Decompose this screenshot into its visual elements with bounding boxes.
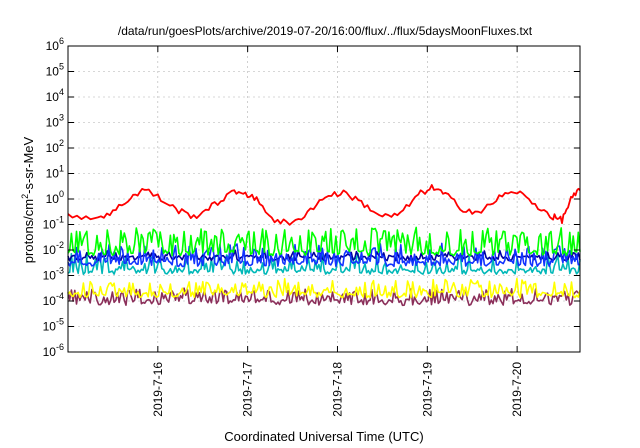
y-tick-label: 105: [46, 62, 64, 79]
y-tick-label: 103: [46, 113, 64, 130]
plot-lines: [67, 184, 581, 307]
y-axis-label-part1: protons/cm: [21, 199, 36, 263]
series-line: [67, 184, 581, 226]
y-tick-label: 10-4: [43, 291, 64, 308]
chart-title: /data/run/goesPlots/archive/2019-07-20/1…: [118, 24, 533, 38]
x-axis-ticks: 2019-7-16 2019-7-17 2019-7-18 2019-7-19 2019…: [151, 46, 524, 417]
y-axis-label-sup: 2: [20, 194, 30, 199]
y-tick-label: 10-2: [43, 240, 64, 257]
y-axis-label-part2: -s-sr-MeV: [21, 136, 36, 193]
y-tick-label: 10-5: [43, 317, 64, 334]
series-line: [67, 277, 581, 299]
series-line: [67, 287, 581, 307]
y-tick-label: 101: [46, 164, 64, 181]
y-tick-label: 10-1: [43, 215, 64, 232]
y-axis-label: protons/cm2-s-sr-MeV: [20, 136, 36, 263]
series-line: [67, 226, 581, 257]
x-axis-label: Coordinated Universal Time (UTC): [224, 429, 423, 444]
x-tick-label: 2019-7-18: [330, 362, 344, 417]
y-tick-label: 102: [46, 138, 64, 155]
y-tick-label: 100: [46, 189, 64, 206]
y-tick-label: 104: [46, 87, 64, 104]
x-tick-label: 2019-7-16: [151, 362, 165, 417]
y-tick-label: 106: [46, 36, 64, 53]
y-axis-ticks: 10-6 10-5 10-4 10-3 10-2 10-1 100 101 102 103 104 1…: [43, 36, 580, 359]
y-tick-label: 10-3: [43, 266, 64, 283]
y-tick-label: 10-6: [43, 342, 64, 359]
x-tick-label: 2019-7-20: [510, 362, 524, 417]
x-tick-label: 2019-7-17: [241, 362, 255, 417]
x-tick-label: 2019-7-19: [420, 362, 434, 417]
